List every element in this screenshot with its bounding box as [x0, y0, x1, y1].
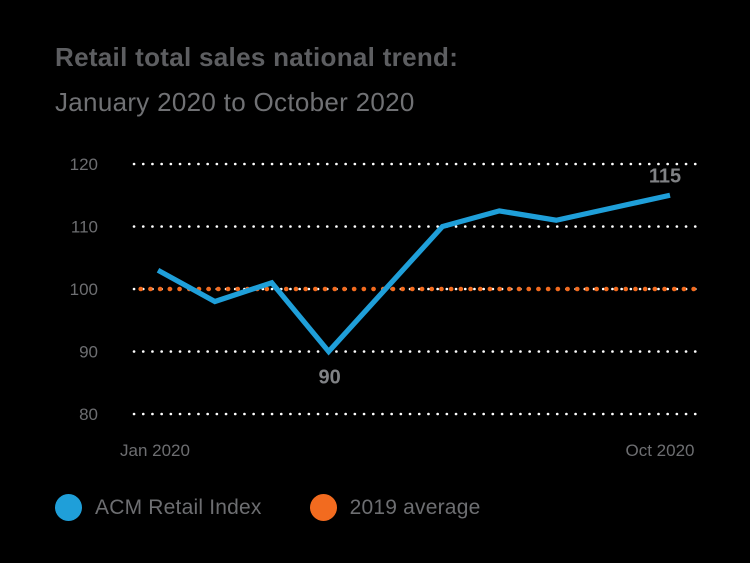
- y-axis-label-100: 100: [70, 280, 98, 299]
- legend-label: ACM Retail Index: [95, 495, 262, 519]
- series-dot-icon: [55, 494, 82, 521]
- data-label-115: 115: [649, 165, 681, 187]
- legend-item-acm-retail-index: ACM Retail Index: [55, 494, 262, 521]
- chart-title: Retail total sales national trend:: [55, 42, 459, 72]
- legend-label: 2019 average: [349, 495, 481, 519]
- y-axis-label-90: 90: [79, 343, 98, 362]
- average-dot-icon: [309, 494, 337, 521]
- chart-legend: ACM Retail Index 2019 average: [55, 494, 480, 521]
- x-axis-label-start: Jan 2020: [120, 441, 190, 460]
- chart-subtitle: January 2020 to October 2020: [55, 87, 415, 117]
- x-axis-label-end: Oct 2020: [626, 441, 695, 460]
- chart-header: Retail total sales national trend: Janua…: [55, 42, 458, 118]
- series-line: [156, 192, 671, 356]
- legend-item-2019-average: 2019 average: [309, 494, 481, 521]
- y-axis-label-110: 110: [71, 218, 98, 237]
- data-label-90: 90: [319, 367, 341, 389]
- y-axis-label-120: 120: [70, 155, 98, 174]
- y-axis-label-80: 80: [79, 405, 98, 424]
